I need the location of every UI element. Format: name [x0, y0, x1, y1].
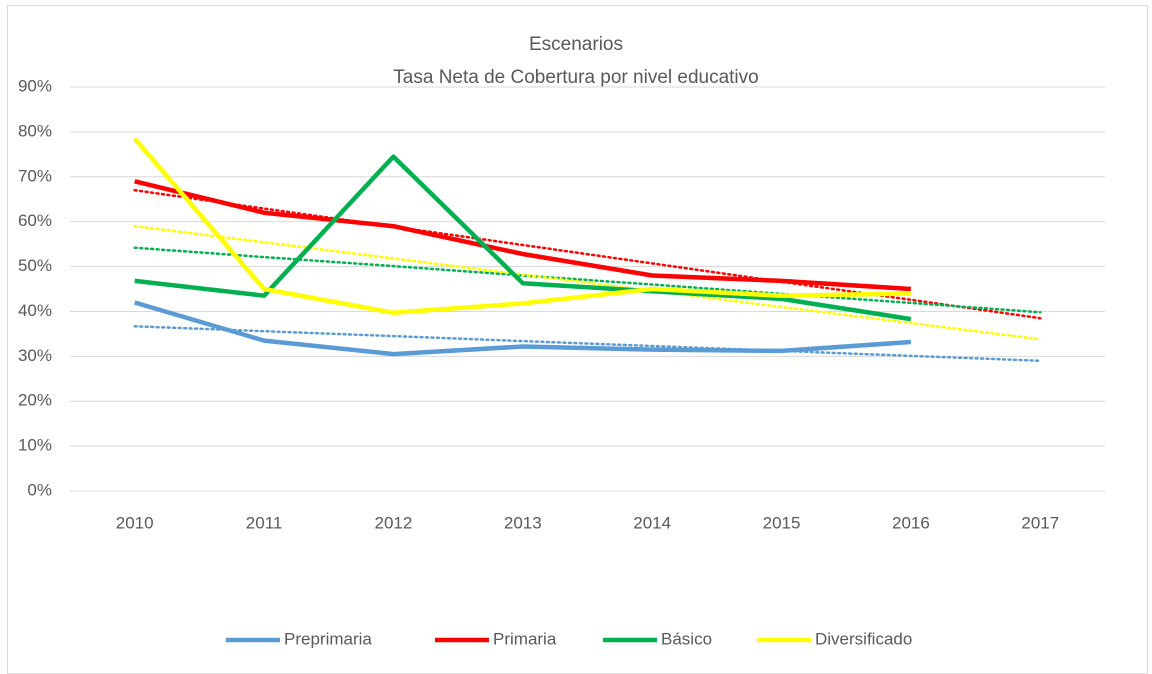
series-line	[134, 300, 912, 357]
x-tick-label: 2017	[1021, 513, 1059, 532]
legend-label: Primaria	[493, 629, 557, 648]
x-tick-label: 2011	[246, 513, 283, 532]
x-tick-label: 2012	[375, 513, 413, 532]
chart-subtitle: Tasa Neta de Cobertura por nivel educati…	[393, 67, 758, 88]
y-tick-label: 60%	[18, 211, 52, 230]
series-line	[134, 154, 912, 322]
trendline	[133, 188, 1042, 320]
x-tick-label: 2013	[504, 513, 542, 532]
y-tick-label: 50%	[18, 256, 52, 275]
y-tick-label: 30%	[18, 346, 52, 365]
x-tick-label: 2016	[892, 513, 930, 532]
trendline	[133, 224, 1042, 341]
legend-label: Básico	[661, 629, 712, 648]
x-tick-label: 2015	[763, 513, 801, 532]
legend-label: Preprimaria	[284, 629, 372, 648]
x-tick-label: 2010	[116, 513, 154, 532]
series-line	[132, 137, 911, 316]
legend-label: Diversificado	[815, 629, 912, 648]
trendline	[133, 325, 1042, 363]
chart-title: Escenarios	[529, 34, 623, 55]
y-tick-label: 80%	[18, 121, 52, 140]
y-tick-label: 70%	[18, 166, 52, 185]
series-line	[134, 179, 912, 292]
y-tick-label: 40%	[18, 301, 52, 320]
y-tick-label: 20%	[18, 391, 52, 410]
y-tick-label: 90%	[18, 76, 52, 95]
x-tick-label: 2014	[633, 513, 671, 532]
trendline	[133, 246, 1042, 314]
y-tick-label: 10%	[18, 436, 52, 455]
y-tick-label: 0%	[27, 480, 52, 499]
chart-border	[7, 5, 1148, 674]
